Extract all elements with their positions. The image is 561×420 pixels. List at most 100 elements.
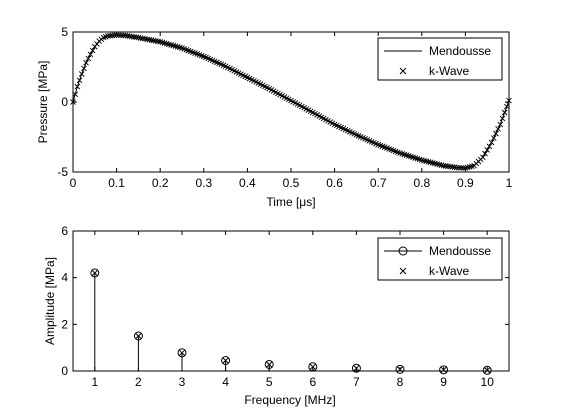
plot1-x-tick-label: 0.7	[370, 176, 387, 190]
kwave-point-marker	[129, 33, 135, 40]
kwave-point-marker	[81, 65, 87, 72]
plot1-x-ticks: 0 0.1 0.2 0.3 0.4 0.5 0.6 0.7 0.8 0.9 1	[70, 32, 513, 190]
kwave-point-marker	[493, 130, 499, 137]
kwave-point-marker	[488, 139, 495, 146]
plot2-x-tick-label: 6	[309, 375, 316, 389]
kwave-point-marker	[122, 32, 129, 39]
plot1-x-tick-label: 0.6	[326, 176, 343, 190]
plot1-x-tick-label: 0.4	[239, 176, 256, 190]
mendousse-spectrum-stems	[90, 268, 492, 375]
kwave-point-marker	[139, 35, 146, 42]
plot1-x-tick-label: 0.5	[283, 176, 300, 190]
kwave-point-marker	[458, 164, 464, 171]
kwave-point-marker	[495, 126, 501, 132]
mendousse-stem	[90, 268, 100, 371]
kwave-spectrum-marker	[178, 349, 186, 357]
kwave-point-marker	[78, 71, 85, 77]
kwave-point-marker	[74, 83, 81, 90]
kwave-point-marker	[146, 36, 153, 43]
kwave-point-marker	[456, 164, 462, 171]
plot1-y-tick-label: 0	[61, 95, 68, 109]
kwave-point-marker	[155, 38, 161, 45]
plot2-y-tick-label: 2	[61, 317, 68, 331]
kwave-point-marker	[482, 150, 488, 157]
plot2-legend: Mendousse k-Wave	[377, 237, 503, 281]
kwave-point-marker	[131, 34, 137, 40]
kwave-point-marker	[72, 91, 78, 98]
plot1-x-tick-label: 0.3	[195, 176, 212, 190]
plot1-legend-kwave-label: k-Wave	[429, 64, 470, 78]
plot2-y-tick-label: 0	[61, 364, 68, 378]
mendousse-stem	[221, 356, 231, 371]
kwave-point-marker	[497, 121, 504, 128]
kwave-point-marker	[133, 34, 140, 41]
plot2-x-tick-label: 8	[397, 375, 404, 389]
plot2-legend-mendousse-label: Mendousse	[429, 244, 491, 258]
plot2-legend-kwave-label: k-Wave	[429, 264, 470, 278]
kwave-point-marker	[504, 103, 510, 110]
plot1-x-tick-label: 0.2	[152, 176, 169, 190]
kwave-spectrum-marker	[91, 269, 99, 277]
plot2-x-ticks: 1 2 3 4 5 6 7 8 9 10	[91, 231, 494, 389]
plot1-x-tick-label: 1	[506, 176, 513, 190]
plot1-x-tick-label: 0.9	[457, 176, 474, 190]
plot2-x-tick-label: 1	[91, 375, 98, 389]
plot2-x-tick-label: 7	[353, 375, 360, 389]
kwave-point-marker	[111, 32, 118, 39]
plot2-legend-box	[377, 237, 503, 281]
mendousse-stem	[133, 331, 143, 371]
kwave-spectrum-markers	[91, 269, 491, 374]
plot2-legend-kwave-swatch	[399, 267, 407, 275]
plot2-x-tick-label: 5	[266, 375, 273, 389]
plot1-y-tick-label: -5	[57, 165, 68, 179]
kwave-point-marker	[115, 32, 122, 39]
mendousse-stem	[264, 359, 274, 371]
kwave-point-marker	[148, 37, 155, 43]
kwave-point-marker	[85, 55, 92, 62]
plot2-y-tick-label: 6	[61, 224, 68, 238]
kwave-point-marker	[486, 143, 493, 150]
plot1-legend-mendousse-label: Mendousse	[429, 44, 491, 58]
kwave-point-marker	[501, 109, 508, 116]
kwave-point-marker	[76, 77, 83, 84]
plot2-x-tick-label: 9	[440, 375, 447, 389]
kwave-point-marker	[118, 32, 124, 39]
kwave-point-marker	[142, 36, 148, 42]
plot2-y-tick-label: 4	[61, 271, 68, 285]
plot1-y-axis-label: Pressure [MPa]	[36, 61, 50, 144]
kwave-spectrum-marker	[353, 364, 360, 372]
kwave-point-marker	[506, 97, 512, 104]
kwave-spectrum-marker	[440, 366, 447, 374]
kwave-point-marker	[124, 33, 131, 39]
kwave-point-marker	[144, 36, 150, 43]
kwave-point-marker	[150, 37, 157, 44]
kwave-point-marker	[135, 34, 142, 41]
mendousse-stem	[177, 348, 187, 371]
kwave-spectrum-marker	[483, 366, 491, 374]
kwave-spectrum-marker	[396, 366, 404, 373]
kwave-point-marker	[484, 147, 491, 153]
plot2-x-tick-label: 3	[179, 375, 186, 389]
kwave-point-marker	[490, 135, 497, 141]
pressure-time-plot: 0 0.1 0.2 0.3 0.4 0.5 0.6 0.7 0.8 0.9 1 -505 Time …	[36, 25, 513, 209]
amplitude-frequency-plot: 1 2 3 4 5 6 7 8 9 10 0 2 4 6 Frequency [MHz] Amplitu…	[43, 224, 510, 407]
kwave-point-marker	[126, 33, 133, 40]
kwave-spectrum-marker	[135, 332, 142, 340]
kwave-spectrum-marker	[265, 361, 273, 368]
plot2-x-axis-label: Frequency [MHz]	[244, 393, 335, 407]
plot1-x-axis-label: Time [μs]	[266, 195, 315, 209]
kwave-point-marker	[480, 154, 486, 161]
kwave-point-marker	[113, 32, 120, 38]
kwave-point-marker	[87, 51, 94, 58]
kwave-point-marker	[499, 115, 506, 122]
plot1-x-tick-label: 0	[70, 176, 77, 190]
plot2-x-tick-label: 2	[135, 375, 142, 389]
kwave-point-marker	[153, 38, 159, 44]
plot2-x-tick-label: 4	[222, 375, 229, 389]
kwave-spectrum-marker	[222, 357, 229, 364]
plot1-legend: Mendousse k-Wave	[377, 37, 503, 81]
plot2-x-tick-label: 10	[481, 375, 495, 389]
kwave-point-marker	[70, 99, 76, 105]
kwave-point-marker	[137, 35, 144, 41]
